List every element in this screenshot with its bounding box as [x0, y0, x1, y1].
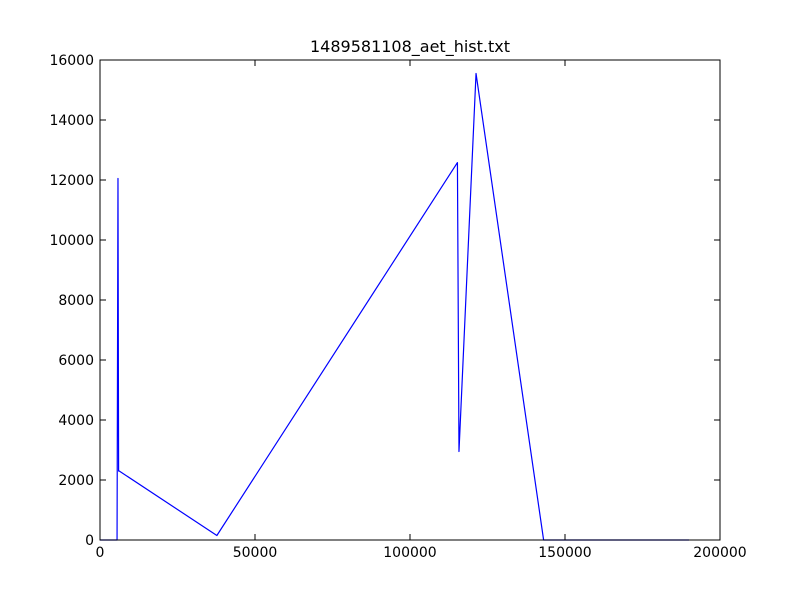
y-tick-label: 14000 — [49, 113, 94, 129]
y-axis: 0 2000 4000 6000 8000 10000 12000 14000 16000 — [49, 53, 720, 549]
y-tick-label: 12000 — [49, 173, 94, 189]
y-tick-label: 16000 — [49, 53, 94, 69]
y-tick-label: 6000 — [58, 353, 94, 369]
series-line-0 — [100, 72, 689, 541]
x-tick-label: 50000 — [233, 545, 278, 561]
y-tick-label: 2000 — [58, 473, 94, 489]
y-tick-label: 10000 — [49, 233, 94, 249]
y-tick-label: 4000 — [58, 413, 94, 429]
x-tick-label: 150000 — [538, 545, 591, 561]
x-tick-label: 200000 — [693, 545, 746, 561]
x-tick-label: 0 — [96, 545, 105, 561]
y-tick-label: 0 — [85, 533, 94, 549]
chart-title: 1489581108_aet_hist.txt — [310, 37, 510, 57]
series-layer — [100, 72, 689, 541]
x-axis: 0 50000 100000 150000 200000 — [96, 60, 747, 561]
y-tick-label: 8000 — [58, 293, 94, 309]
x-tick-label: 100000 — [383, 545, 436, 561]
plot-area: 0 50000 100000 150000 200000 0 2000 4000 6000 80… — [49, 53, 746, 561]
